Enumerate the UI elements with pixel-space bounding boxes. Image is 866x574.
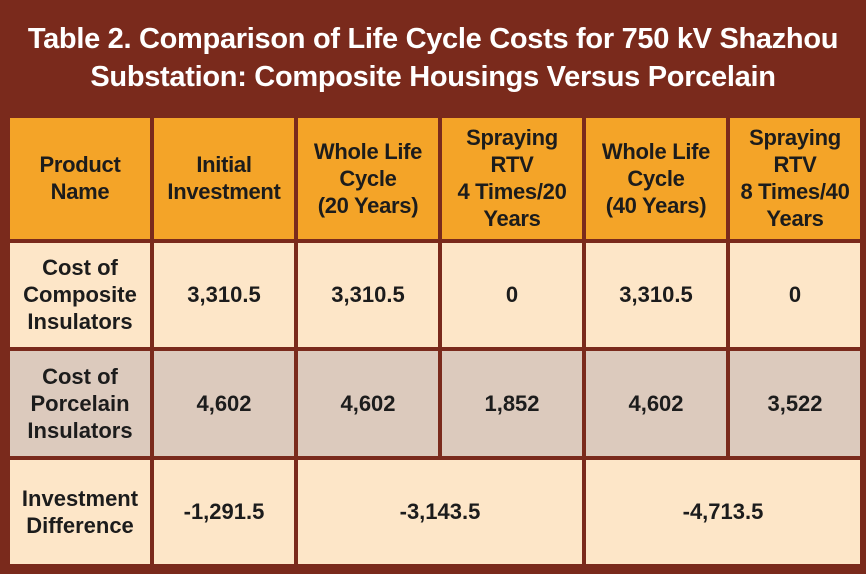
life-cycle-cost-table: Product Name Initial Investment Whole Life… [6, 114, 864, 569]
row-label-difference: Investment Difference [6, 455, 154, 569]
table-row-difference: Investment Difference -1,291.5 -3,143.5 -… [6, 455, 864, 569]
title-line-2: Substation: Composite Housings Versus Po… [90, 61, 776, 93]
cell-porcelain-life20: 4,602 [294, 347, 442, 460]
header-spraying-rtv-20: Spraying RTV 4 Times/20 Years [438, 114, 586, 243]
cell-composite-life40: 3,310.5 [582, 238, 730, 352]
cell-composite-rtv40: 0 [726, 238, 864, 352]
title-line-1: Table 2. Comparison of Life Cycle Costs … [27, 23, 839, 55]
table-row-composite: Cost of Composite Insulators 3,310.5 3,310… [6, 238, 864, 352]
cell-porcelain-rtv20: 1,852 [438, 347, 586, 460]
table-title: Table 2. Comparison of Life Cycle Costs … [6, 6, 860, 110]
cell-porcelain-life40: 4,602 [582, 347, 730, 460]
header-whole-life-40: Whole Life Cycle (40 Years) [582, 114, 730, 243]
cell-difference-life20: -3,143.5 [294, 455, 586, 569]
cell-composite-life20: 3,310.5 [294, 238, 442, 352]
header-row: Product Name Initial Investment Whole Life… [6, 114, 864, 243]
cell-composite-initial: 3,310.5 [150, 238, 298, 352]
cell-porcelain-rtv40: 3,522 [726, 347, 864, 460]
header-product-name: Product Name [6, 114, 154, 243]
cell-difference-initial: -1,291.5 [150, 455, 298, 569]
header-spraying-rtv-40: Spraying RTV 8 Times/40 Years [726, 114, 864, 243]
header-whole-life-20: Whole Life Cycle (20 Years) [294, 114, 442, 243]
header-initial-investment: Initial Investment [150, 114, 298, 243]
cell-difference-life40: -4,713.5 [582, 455, 864, 569]
cell-composite-rtv20: 0 [438, 238, 586, 352]
table-row-porcelain: Cost of Porcelain Insulators 4,602 4,602 1… [6, 347, 864, 460]
row-label-porcelain: Cost of Porcelain Insulators [6, 347, 154, 460]
row-label-composite: Cost of Composite Insulators [6, 238, 154, 352]
cell-porcelain-initial: 4,602 [150, 347, 298, 460]
